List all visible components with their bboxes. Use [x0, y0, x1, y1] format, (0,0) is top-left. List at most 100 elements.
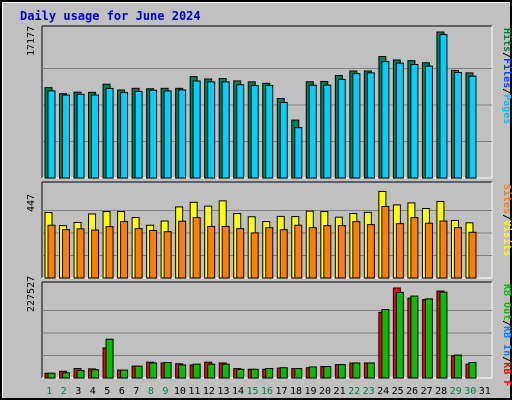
bar-sites-day-23 [366, 224, 375, 279]
y-axis-max-label: 17177 [26, 26, 37, 56]
bar-sites-day-16 [265, 227, 274, 279]
bar-sites-day-6 [120, 221, 129, 279]
bar-kb-out-day-6 [120, 369, 129, 379]
bar-sites-day-12 [207, 225, 216, 279]
x-tick-day-23: 23 [363, 386, 375, 397]
bar-sites-day-15 [250, 232, 259, 279]
bar-files-day-26 [410, 64, 419, 179]
bar-kb-out-day-9 [163, 362, 172, 379]
legend-kb-f: KB F [501, 362, 512, 386]
bar-kb-out-day-14 [236, 368, 245, 379]
bar-files-day-17 [279, 102, 288, 179]
x-tick-day-12: 12 [203, 386, 215, 397]
legend-separator: / [501, 88, 512, 94]
bar-kb-out-day-3 [76, 369, 85, 379]
bar-files-day-19 [308, 84, 317, 179]
bar-sites-day-26 [410, 217, 419, 279]
bar-sites-day-13 [221, 225, 230, 279]
x-tick-day-14: 14 [232, 386, 244, 397]
x-tick-day-28: 28 [435, 386, 447, 397]
bar-files-day-16 [265, 85, 274, 179]
legend-separator: / [501, 52, 512, 58]
x-tick-day-25: 25 [392, 386, 404, 397]
x-tick-day-29: 29 [450, 386, 462, 397]
x-tick-day-26: 26 [406, 386, 418, 397]
x-tick-day-9: 9 [162, 386, 168, 397]
bar-sites-day-3 [76, 228, 85, 279]
bar-files-day-3 [76, 93, 85, 179]
bar-files-day-20 [323, 84, 332, 179]
x-tick-day-16: 16 [261, 386, 273, 397]
bar-files-day-4 [91, 94, 100, 179]
bar-kb-out-day-28 [439, 291, 448, 379]
x-tick-day-22: 22 [348, 386, 360, 397]
bar-kb-out-day-20 [323, 366, 332, 379]
bar-kb-out-day-23 [366, 362, 375, 379]
x-tick-day-6: 6 [119, 386, 125, 397]
bar-sites-day-4 [91, 229, 100, 279]
bar-kb-out-day-1 [47, 372, 56, 379]
bar-kb-out-day-18 [294, 368, 303, 379]
legend-kb-out: KB Out [501, 284, 512, 320]
bar-sites-day-27 [424, 222, 433, 279]
bar-sites-day-20 [323, 225, 332, 279]
bar-sites-day-11 [192, 217, 201, 279]
x-tick-day-13: 13 [217, 386, 229, 397]
bar-sites-day-10 [178, 220, 187, 279]
bar-kb-out-day-17 [279, 367, 288, 379]
bar-sites-day-17 [279, 229, 288, 279]
x-tick-day-31: 31 [479, 386, 491, 397]
bar-kb-out-day-27 [424, 298, 433, 379]
bar-sites-day-7 [134, 228, 143, 279]
bar-sites-day-2 [62, 229, 71, 279]
x-tick-day-20: 20 [319, 386, 331, 397]
bar-files-day-2 [62, 94, 71, 179]
bar-kb-out-day-21 [337, 364, 346, 379]
bar-files-day-1 [47, 90, 56, 179]
x-tick-day-5: 5 [104, 386, 110, 397]
bar-kb-out-day-19 [308, 366, 317, 379]
bar-files-day-29 [453, 71, 462, 179]
bar-sites-day-24 [381, 206, 390, 279]
bar-files-day-15 [250, 85, 259, 179]
x-tick-day-1: 1 [46, 386, 52, 397]
bar-files-day-9 [163, 90, 172, 179]
bar-sites-day-30 [468, 231, 477, 279]
bar-files-day-12 [207, 81, 216, 179]
bar-kb-out-day-22 [352, 362, 361, 379]
x-tick-day-8: 8 [148, 386, 154, 397]
bar-kb-out-day-12 [207, 363, 216, 379]
bar-kb-out-day-8 [149, 362, 158, 379]
bar-sites-day-19 [308, 227, 317, 279]
legend-separator: / [501, 214, 512, 220]
bar-kb-out-day-24 [381, 309, 390, 379]
y-axis-max-label: 447 [26, 194, 37, 212]
bar-sites-day-29 [453, 227, 462, 279]
x-tick-day-11: 11 [188, 386, 200, 397]
legend-kb-in: KB In [501, 326, 512, 356]
x-tick-day-2: 2 [61, 386, 67, 397]
bar-kb-out-day-5 [105, 338, 114, 379]
bar-sites-day-28 [439, 220, 448, 279]
x-tick-day-4: 4 [90, 386, 96, 397]
bar-kb-out-day-13 [221, 363, 230, 379]
y-axis-max-label: 227527 [26, 276, 37, 312]
bar-kb-out-day-25 [395, 291, 404, 379]
bar-kb-out-day-30 [468, 362, 477, 379]
bar-files-day-8 [149, 89, 158, 179]
bar-files-day-13 [221, 81, 230, 179]
bar-kb-out-day-7 [134, 365, 143, 379]
bar-kb-out-day-2 [62, 372, 71, 379]
bar-sites-day-14 [236, 228, 245, 279]
usage-chart: Daily usage for June 2024 17177 Hits/File… [20, 9, 512, 397]
bar-sites-day-22 [352, 221, 361, 279]
bar-sites-day-9 [163, 231, 172, 279]
x-tick-day-18: 18 [290, 386, 302, 397]
legend-files: Files [501, 58, 512, 88]
bar-kb-out-day-4 [91, 369, 100, 379]
bar-files-day-28 [439, 34, 448, 179]
bar-sites-day-21 [337, 225, 346, 279]
bar-files-day-14 [236, 84, 245, 179]
legend: Sites/Visits [501, 184, 512, 256]
